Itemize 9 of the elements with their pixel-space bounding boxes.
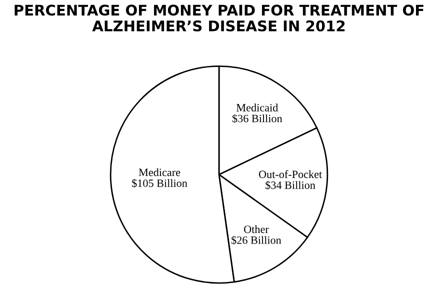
chart-title: PERCENTAGE OF MONEY PAID FOR TREATMENT OF ALZHEIMER’S DISEASE IN 2012: [14, 4, 424, 32]
data-label: $34 Billion: [266, 180, 316, 190]
slice-label: Medicare: [138, 168, 180, 176]
slice-label: Other: [244, 225, 269, 234]
data-label: $26 Billion: [232, 236, 282, 245]
slice-label: Medicaid: [236, 104, 278, 112]
data-label: $36 Billion: [232, 114, 282, 124]
data-label: $105 Billion: [132, 178, 188, 188]
slice-label: Out-of-Pocket: [258, 170, 322, 178]
